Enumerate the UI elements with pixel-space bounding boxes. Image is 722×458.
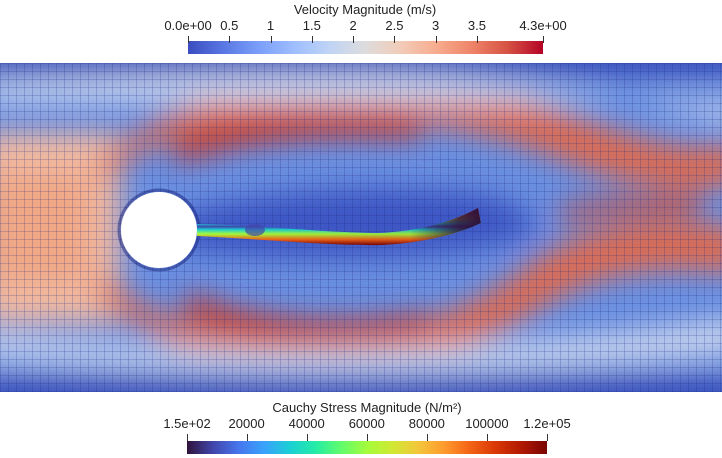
flow-field-plot	[0, 63, 722, 392]
stress-legend-tick-label: 100000	[465, 416, 509, 431]
velocity-legend-title: Velocity Magnitude (m/s)	[293, 2, 437, 17]
stress-legend-tick-label: 80000	[408, 416, 445, 431]
velocity-legend-tick	[394, 36, 396, 43]
velocity-legend-tick-label: 2	[349, 18, 357, 33]
stress-colorbar	[187, 441, 547, 454]
velocity-legend-tick	[270, 36, 272, 43]
stress-legend-title: Cauchy Stress Magnitude (N/m²)	[272, 400, 462, 415]
stress-legend-tick	[187, 434, 188, 441]
velocity-legend-tick-label: 2.5	[385, 18, 404, 33]
stress-legend-tick-label: 40000	[288, 416, 325, 431]
velocity-legend-tick	[311, 36, 313, 43]
velocity-legend-tick	[229, 36, 231, 43]
stress-legend-tick-label: 60000	[348, 416, 385, 431]
velocity-legend-tick	[188, 36, 189, 43]
velocity-legend-tick-label: 1.5	[302, 18, 321, 33]
velocity-field	[0, 63, 722, 392]
velocity-legend-tick-label: 4.3e+00	[519, 18, 567, 33]
velocity-legend-tick-label: 1	[266, 18, 275, 33]
stress-legend-tick	[366, 434, 368, 441]
stress-legend-tick	[547, 434, 548, 441]
velocity-legend-tick-label: 3.5	[467, 18, 486, 33]
stress-legend-tick	[486, 434, 488, 441]
velocity-legend-tick-label: 0.5	[220, 18, 239, 33]
stress-legend-tick-label: 1.5e+02	[163, 416, 211, 431]
velocity-legend-tick-label: 3	[432, 18, 440, 33]
stress-legend-tick	[426, 434, 428, 441]
stress-legend-tick	[246, 434, 248, 441]
velocity-legend-tick-label: 0.0e+00	[164, 18, 212, 33]
velocity-legend-tick	[435, 36, 437, 43]
velocity-legend-tick	[543, 36, 544, 43]
stress-legend-tick	[306, 434, 308, 441]
stress-legend-tick-label: 1.2e+05	[523, 416, 571, 431]
stress-legend-tick-label: 20000	[228, 416, 265, 431]
velocity-legend-tick	[476, 36, 478, 43]
cylinder-obstacle	[121, 192, 197, 268]
elastic-flap	[197, 208, 481, 246]
velocity-legend-tick	[353, 36, 355, 43]
velocity-colorbar	[188, 41, 543, 54]
